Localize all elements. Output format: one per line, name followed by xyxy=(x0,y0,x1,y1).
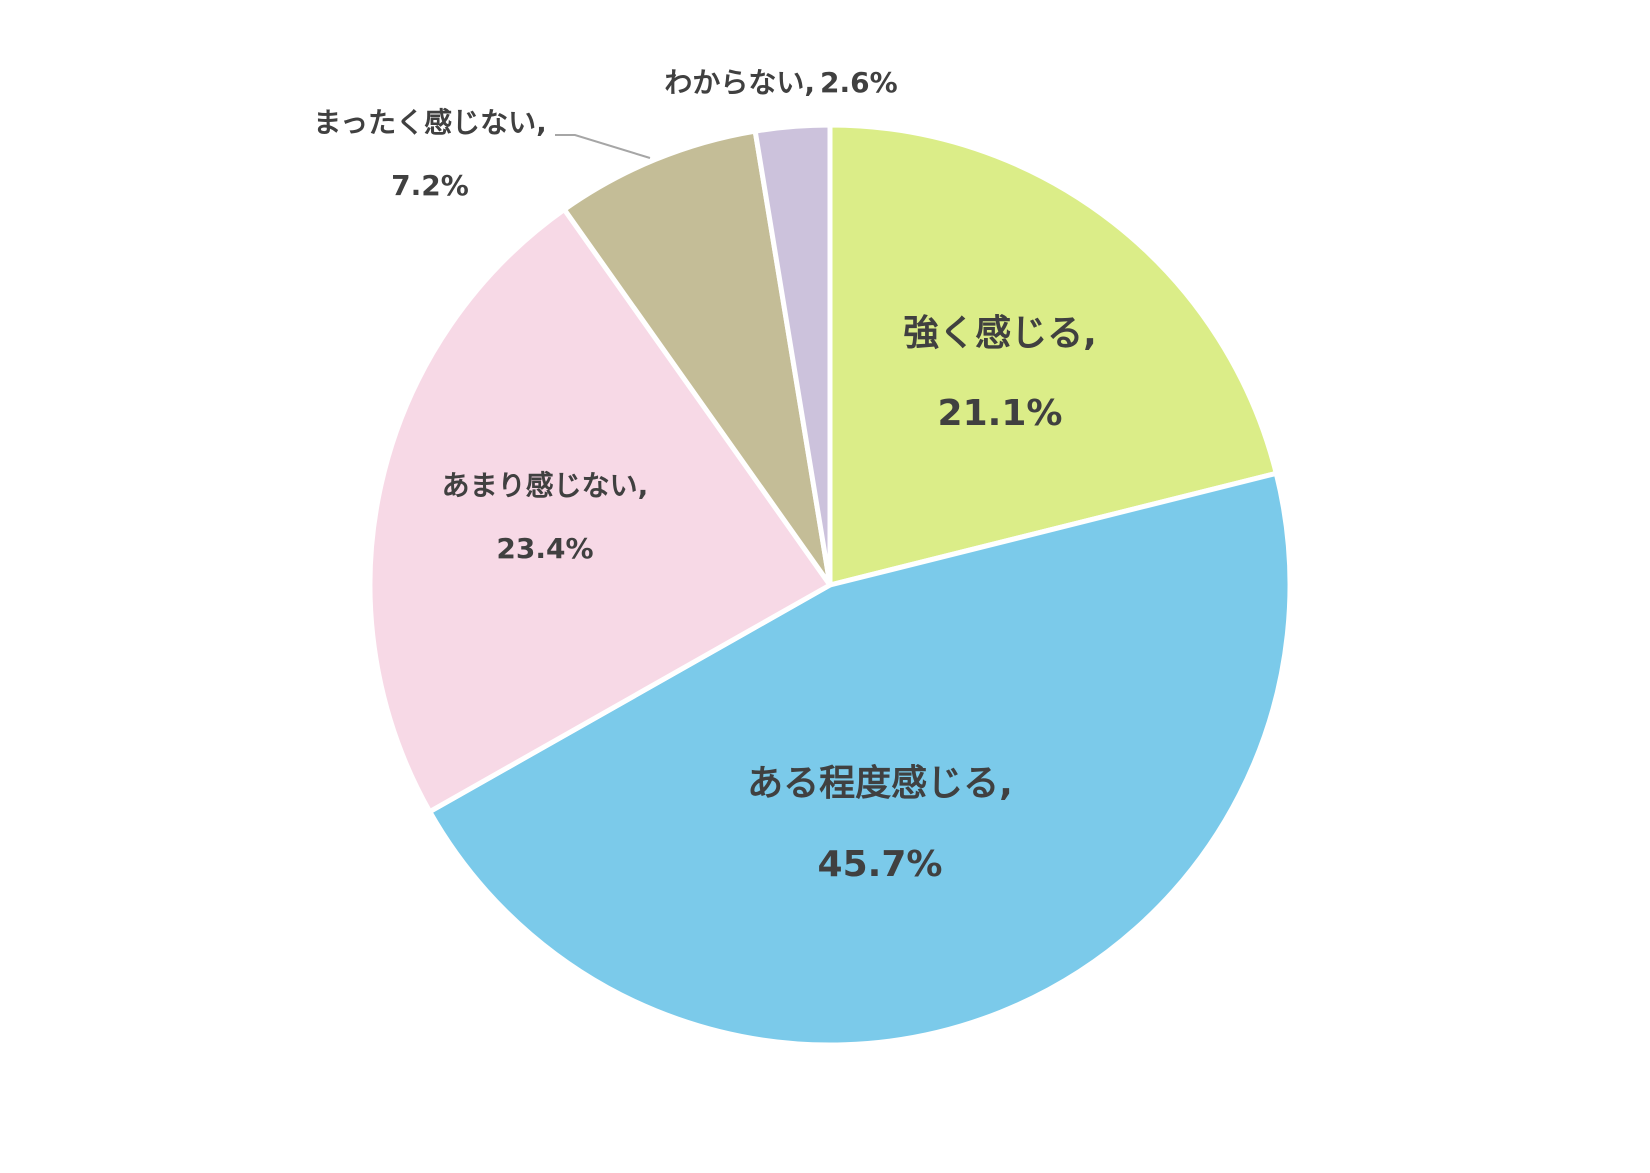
data-label-name: 強く感じる, xyxy=(903,313,1097,354)
pie-slice xyxy=(560,128,833,587)
data-label-value: 2.6% xyxy=(820,66,898,99)
pie-slice xyxy=(426,470,1293,1048)
data-label-name: ある程度感じる, xyxy=(747,763,1013,804)
data-label-name: わからない, xyxy=(664,66,815,99)
data-label-value: 23.4% xyxy=(496,532,593,565)
data-label-value: 45.7% xyxy=(818,844,943,885)
data-label-value: 7.2% xyxy=(391,169,469,202)
data-label-name: あまり感じない, xyxy=(442,469,649,502)
pie-slice xyxy=(827,122,1280,589)
data-label-name: まったく感じない, xyxy=(313,106,547,139)
pie-slice xyxy=(752,122,833,586)
leader-line xyxy=(555,134,651,159)
pie-slice xyxy=(367,205,834,816)
data-label-value: 21.1% xyxy=(938,393,1063,434)
